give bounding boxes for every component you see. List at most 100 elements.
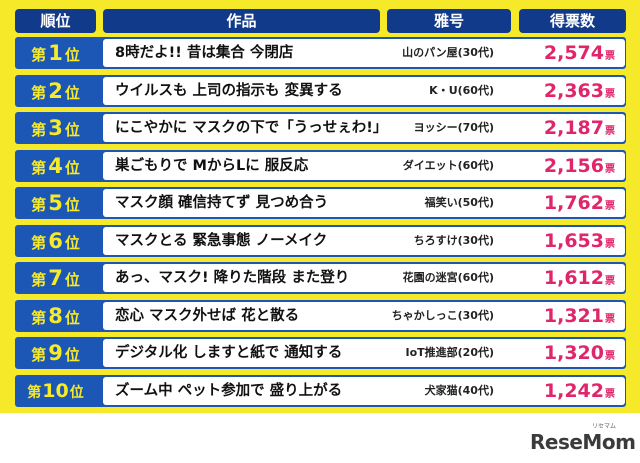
table-row: 第2 位 ウイルスも 上司の指示も 変異する K・U(60代) 2,363票 — [15, 74, 626, 107]
vote-unit: 票 — [605, 201, 615, 212]
vote-count: 2,156票 — [544, 152, 615, 180]
work-title: 恋心 マスク外せば 花と散る — [115, 307, 300, 324]
vote-unit: 票 — [605, 163, 615, 175]
header-pen-name: 雅号 — [387, 9, 511, 33]
vote-number: 2,574 — [543, 42, 604, 64]
work-title: ズーム中 ペット参加で 盛り上がる — [115, 382, 343, 399]
table-row: 第3 位 にこやかに マスクの下で「うっせぇわ!」 ヨッシー(70代) 2,187票 — [15, 112, 626, 144]
vote-number: 1,762 — [543, 192, 604, 214]
logo-subtext: リセマム — [592, 423, 617, 430]
vote-count: 1,320票 — [544, 339, 615, 367]
vote-number: 2,156 — [543, 154, 604, 177]
rank-number: 5 — [48, 191, 63, 215]
table-row: 第8 位 恋心 マスク外せば 花と散る ちゃかしっこ(30代) 1,321票 — [15, 299, 626, 332]
vote-count: 1,321票 — [544, 302, 615, 330]
vote-count: 1,762票 — [544, 189, 615, 217]
pen-name: 犬家猫(40代) — [424, 383, 494, 397]
rank-prefix: 第 — [31, 158, 47, 177]
header-work: 作品 — [103, 9, 380, 33]
rank-prefix: 第 — [31, 271, 47, 289]
table-row: 第4 位 巣ごもりで MからLに 服反応 ダイエット(60代) 2,156票 — [15, 149, 626, 182]
pen-name: IoT推進部(20代) — [405, 346, 494, 359]
pen-name: ちゃかしっこ(30代) — [391, 308, 494, 322]
rank-number: 4 — [48, 153, 63, 178]
vote-number: 1,612 — [543, 267, 604, 289]
vote-unit: 票 — [605, 276, 615, 287]
rank-suffix: 位 — [64, 158, 80, 177]
row-content: ズーム中 ペット参加で 盛り上がる 犬家猫(40代) 1,242票 — [103, 376, 625, 405]
ranking-panel: 順位 作品 雅号 得票数 第1 位 8時だよ!! 昔は集合 今閉店 山のパン屋(30代… — [0, 0, 640, 413]
row-content: マスク顔 確信持てず 見つめ合う 福笑い(50代) 1,762票 — [103, 189, 625, 217]
resemom-logo: ReseMom — [530, 430, 636, 454]
table-row: 第10位 ズーム中 ペット参加で 盛り上がる 犬家猫(40代) 1,242票 — [15, 374, 626, 407]
header-rank: 順位 — [15, 9, 96, 33]
table-row: 第9 位 デジタル化 しますと紙で 通知する IoT推進部(20代) 1,320票 — [15, 337, 626, 369]
vote-unit: 票 — [605, 351, 615, 362]
rank-number: 8 — [48, 303, 63, 328]
vote-number: 1,321 — [543, 304, 604, 327]
work-title: マスク顔 確信持てず 見つめ合う — [115, 195, 329, 211]
rank-label: 第10位 — [15, 375, 96, 407]
work-title: デジタル化 しますと紙で 通知する — [115, 345, 343, 361]
rank-label: 第1 位 — [15, 37, 96, 69]
vote-unit: 票 — [605, 238, 615, 250]
table-header: 順位 作品 雅号 得票数 — [0, 9, 640, 33]
vote-number: 1,320 — [543, 342, 604, 364]
pen-name: ちろすけ(30代) — [413, 233, 494, 247]
rank-number: 10 — [42, 379, 69, 402]
rank-prefix: 第 — [31, 196, 47, 214]
vote-count: 1,242票 — [544, 377, 615, 405]
rank-label: 第3 位 — [15, 112, 96, 144]
rank-suffix: 位 — [64, 308, 80, 327]
vote-unit: 票 — [605, 51, 615, 62]
rank-suffix: 位 — [64, 233, 80, 252]
rank-label: 第5 位 — [15, 187, 96, 219]
rank-label: 第9 位 — [15, 337, 96, 369]
pen-name: 山のパン屋(30代) — [402, 46, 494, 59]
rank-number: 2 — [48, 78, 63, 103]
work-title: 8時だよ!! 昔は集合 今閉店 — [115, 45, 294, 61]
vote-count: 1,612票 — [544, 264, 615, 292]
rank-number: 3 — [48, 116, 63, 140]
rank-prefix: 第 — [31, 308, 47, 327]
vote-number: 2,363 — [543, 79, 604, 102]
rank-suffix: 位 — [64, 83, 80, 102]
vote-number: 1,242 — [543, 379, 604, 402]
table-row: 第1 位 8時だよ!! 昔は集合 今閉店 山のパン屋(30代) 2,574票 — [15, 37, 626, 69]
rank-prefix: 第 — [31, 346, 47, 364]
work-title: 巣ごもりで MからLに 服反応 — [115, 157, 309, 174]
row-content: マスクとる 緊急事態 ノーメイク ちろすけ(30代) 1,653票 — [103, 226, 625, 255]
vote-count: 2,187票 — [544, 114, 615, 142]
vote-unit: 票 — [605, 313, 615, 325]
vote-unit: 票 — [605, 126, 615, 137]
work-title: ウイルスも 上司の指示も 変異する — [115, 82, 343, 99]
rank-label: 第4 位 — [15, 150, 96, 182]
work-title: あっ、マスク! 降りた階段 また登り — [115, 270, 350, 286]
pen-name: 花園の迷宮(60代) — [402, 271, 494, 284]
header-votes: 得票数 — [519, 9, 626, 33]
table-row: 第7 位 あっ、マスク! 降りた階段 また登り 花園の迷宮(60代) 1,612票 — [15, 262, 626, 294]
row-content: あっ、マスク! 降りた階段 また登り 花園の迷宮(60代) 1,612票 — [103, 264, 625, 292]
row-content: 巣ごもりで MからLに 服反応 ダイエット(60代) 2,156票 — [103, 151, 625, 180]
pen-name: ヨッシー(70代) — [413, 121, 494, 134]
rank-number: 9 — [48, 341, 63, 365]
pen-name: 福笑い(50代) — [424, 196, 494, 209]
rank-number: 1 — [48, 41, 63, 65]
rank-prefix: 第 — [31, 233, 47, 252]
vote-number: 2,187 — [543, 117, 604, 139]
table-row: 第6 位 マスクとる 緊急事態 ノーメイク ちろすけ(30代) 1,653票 — [15, 224, 626, 257]
rank-label: 第6 位 — [15, 225, 96, 257]
rank-prefix: 第 — [31, 46, 47, 64]
pen-name: K・U(60代) — [429, 83, 494, 97]
vote-count: 1,653票 — [544, 227, 615, 255]
row-content: ウイルスも 上司の指示も 変異する K・U(60代) 2,363票 — [103, 76, 625, 105]
rank-prefix: 第 — [31, 83, 47, 102]
rank-suffix: 位 — [64, 196, 80, 214]
row-content: デジタル化 しますと紙で 通知する IoT推進部(20代) 1,320票 — [103, 339, 625, 367]
rank-number: 7 — [48, 266, 63, 290]
rank-suffix: 位 — [69, 384, 84, 401]
rank-suffix: 位 — [64, 121, 80, 139]
work-title: にこやかに マスクの下で「うっせぇわ!」 — [115, 120, 388, 136]
rank-label: 第7 位 — [15, 262, 96, 294]
rank-label: 第8 位 — [15, 300, 96, 332]
